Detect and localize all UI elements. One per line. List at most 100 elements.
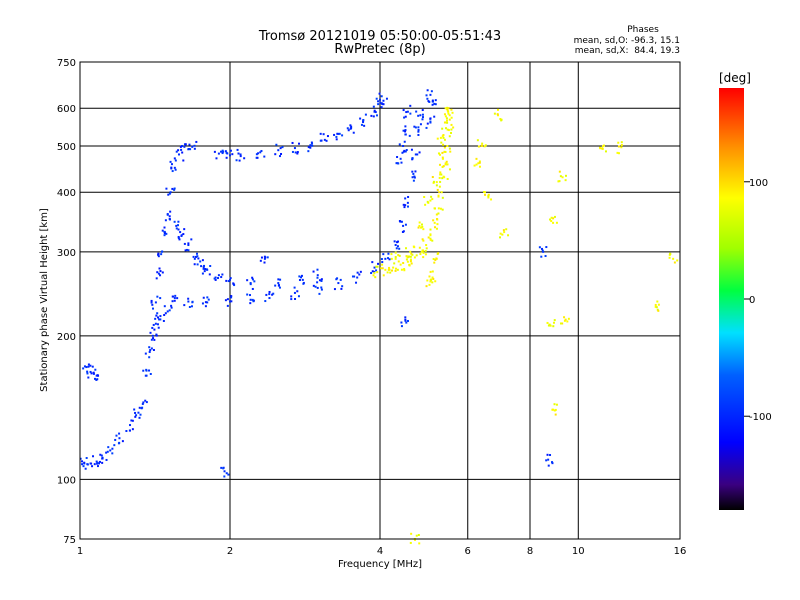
data-point-echo <box>405 255 408 258</box>
data-point-echo <box>235 159 238 162</box>
data-point-echo <box>433 102 436 105</box>
data-point <box>263 257 266 260</box>
data-point-echo <box>187 242 190 245</box>
data-point-echo <box>118 432 121 435</box>
data-point-echo <box>448 147 451 150</box>
data-point-echo <box>421 238 424 241</box>
data-point-echo <box>92 371 95 374</box>
data-point-echo <box>86 372 89 375</box>
data-point-echo <box>434 103 437 106</box>
data-point-echo <box>422 228 425 231</box>
data-point <box>193 257 196 260</box>
data-point-echo <box>319 132 322 135</box>
data-point <box>229 300 231 303</box>
data-point-echo <box>442 136 445 139</box>
data-point-echo <box>197 257 200 260</box>
data-point-echo <box>184 249 187 252</box>
data-point-echo <box>99 453 102 456</box>
data-point-echo <box>432 181 435 184</box>
data-point-echo <box>161 250 164 253</box>
data-point-echo <box>431 176 434 179</box>
data-point-echo <box>174 294 177 297</box>
data-point-echo <box>294 151 297 154</box>
data-point-echo <box>320 278 323 281</box>
data-point <box>293 147 296 150</box>
data-point-echo <box>484 144 487 147</box>
data-point-echo <box>145 401 148 404</box>
data-point-echo <box>438 163 441 166</box>
data-point-echo <box>333 133 336 136</box>
data-point-echo <box>97 374 100 377</box>
y-tick-label: 100 <box>57 475 76 486</box>
data-point-echo <box>432 180 435 183</box>
data-point-echo <box>168 192 171 195</box>
data-point-echo <box>316 281 319 284</box>
data-point-echo <box>183 228 186 231</box>
data-point-echo <box>402 129 405 132</box>
data-point-echo <box>673 261 676 264</box>
data-point-echo <box>413 125 416 128</box>
data-point-echo <box>171 300 174 303</box>
data-point-echo <box>294 297 297 300</box>
data-point-echo <box>397 240 400 243</box>
data-point-echo <box>148 369 151 372</box>
data-point-echo <box>177 237 180 240</box>
data-point-echo <box>617 152 620 155</box>
data-point-echo <box>478 161 481 164</box>
data-point-echo <box>445 117 448 120</box>
data-point-echo <box>499 232 502 235</box>
data-point-echo <box>399 220 402 223</box>
data-point-echo <box>320 286 323 289</box>
data-point-echo <box>293 286 296 289</box>
data-point-echo <box>85 457 88 460</box>
data-point-echo <box>410 252 413 255</box>
data-point-echo <box>387 257 390 260</box>
data-point-echo <box>417 114 420 117</box>
data-point-echo <box>168 215 171 218</box>
data-point-echo <box>493 112 496 115</box>
data-point-echo <box>346 127 349 130</box>
data-point-echo <box>547 324 550 327</box>
data-point-echo <box>370 114 373 117</box>
data-point <box>404 129 407 132</box>
data-point-echo <box>164 312 167 315</box>
data-point-echo <box>173 187 176 190</box>
data-point-echo <box>312 284 315 287</box>
data-point-echo <box>558 180 561 183</box>
data-point-echo <box>617 141 620 144</box>
data-point-echo <box>446 128 449 131</box>
data-point-echo <box>139 413 142 416</box>
data-point-echo <box>142 369 145 372</box>
data-point-echo <box>151 326 154 329</box>
data-point-echo <box>174 168 177 171</box>
data-point-echo <box>446 163 449 166</box>
data-point-echo <box>157 326 160 329</box>
data-point-echo <box>322 133 325 136</box>
data-point <box>435 181 438 184</box>
data-point <box>394 244 397 247</box>
data-point-echo <box>353 275 356 278</box>
data-point-echo <box>161 271 164 274</box>
data-point-echo <box>426 200 429 203</box>
data-point <box>118 437 121 440</box>
data-point-echo <box>416 153 419 156</box>
data-point-echo <box>96 378 99 381</box>
data-point-echo <box>407 195 410 198</box>
data-point <box>549 324 552 327</box>
data-point-echo <box>340 287 343 290</box>
data-point-echo <box>411 170 414 173</box>
data-point-echo <box>373 109 376 112</box>
data-point-echo <box>100 454 103 457</box>
data-point-echo <box>196 263 199 266</box>
data-point-echo <box>268 290 271 293</box>
data-point-echo <box>92 455 95 458</box>
data-point-echo <box>425 94 428 97</box>
data-point-echo <box>356 271 359 274</box>
data-point-echo <box>407 205 410 208</box>
data-point-echo <box>426 89 429 92</box>
data-point <box>404 319 407 322</box>
x-tick-label: 1 <box>77 546 83 557</box>
data-point <box>413 256 416 259</box>
data-point-echo <box>230 300 233 303</box>
data-point-echo <box>298 142 301 145</box>
